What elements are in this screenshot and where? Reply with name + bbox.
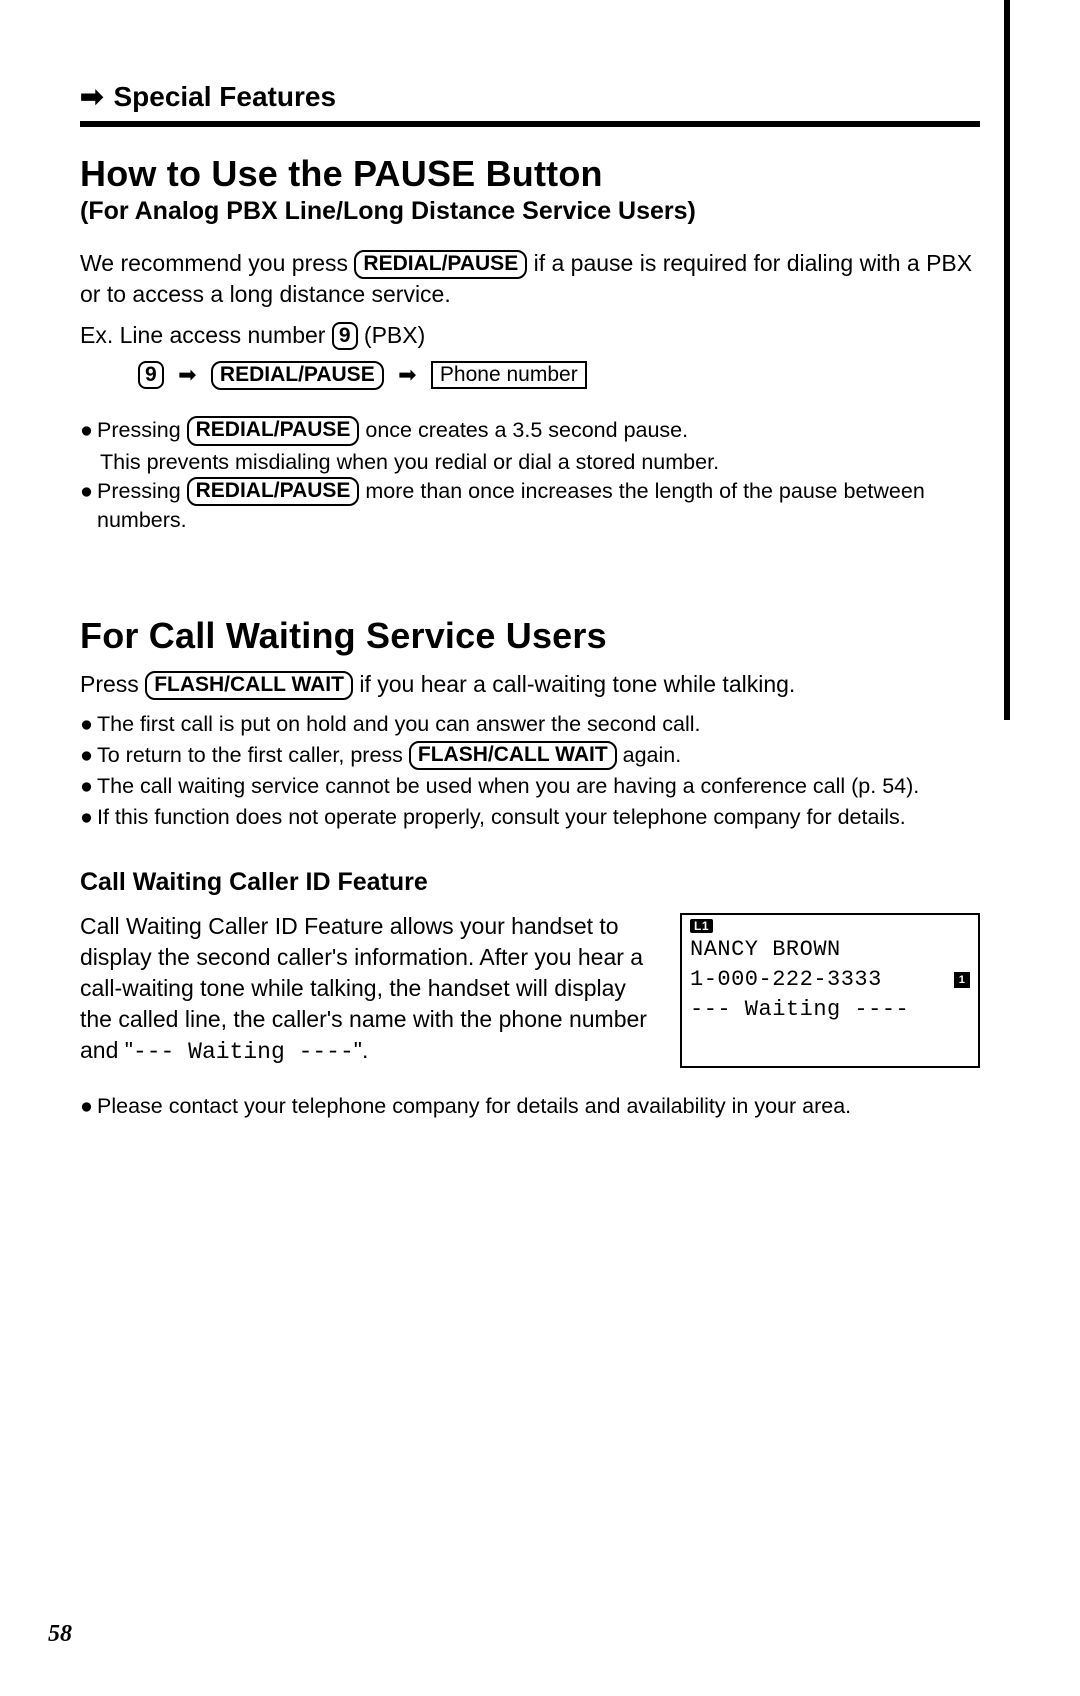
bullet-item: ● Pressing REDIAL/PAUSE once creates a 3… <box>80 416 980 445</box>
bullet-text: Pressing REDIAL/PAUSE more than once inc… <box>97 477 980 535</box>
section2-note: ● Please contact your telephone company … <box>80 1092 980 1121</box>
bullet-dot-icon: ● <box>80 803 93 832</box>
bullet-item: ● To return to the first caller, press F… <box>80 741 980 770</box>
key-9-label: 9 <box>138 361 164 389</box>
bullet-text: Please contact your telephone company fo… <box>97 1092 980 1121</box>
bullet-continuation: This prevents misdialing when you redial… <box>100 448 980 477</box>
section2-bullets: ● The first call is put on hold and you … <box>80 710 980 832</box>
text: (PBX) <box>358 322 426 348</box>
bullet-text: To return to the first caller, press FLA… <box>97 741 980 770</box>
text: Pressing <box>97 479 187 503</box>
line-indicator: L1 <box>690 919 713 933</box>
text: if you hear a call-waiting tone while ta… <box>353 671 795 697</box>
arrow-right-icon: ➡ <box>80 80 103 113</box>
flash-callwait-button-label: FLASH/CALL WAIT <box>409 741 617 770</box>
display-indicator-icon: 1 <box>954 972 970 988</box>
redial-pause-button-label: REDIAL/PAUSE <box>354 250 527 279</box>
section-header: ➡ Special Features <box>80 80 980 113</box>
bullet-text: The call waiting service cannot be used … <box>97 772 980 801</box>
flash-callwait-button-label: FLASH/CALL WAIT <box>145 671 353 700</box>
bullet-dot-icon: ● <box>80 741 93 770</box>
bullet-text: If this function does not operate proper… <box>97 803 980 832</box>
arrow-right-icon: ➡ <box>178 362 196 387</box>
handset-display: L1 NANCY BROWN 1-000-222-3333 1 --- Wait… <box>680 913 980 1068</box>
section1-title: How to Use the PAUSE Button <box>80 153 980 195</box>
text: To return to the first caller, press <box>97 743 409 767</box>
display-topbar: L1 <box>690 919 970 933</box>
bullet-text: Pressing REDIAL/PAUSE once creates a 3.5… <box>97 416 980 445</box>
feature-paragraph: Call Waiting Caller ID Feature allows yo… <box>80 911 652 1068</box>
bullet-dot-icon: ● <box>80 477 93 535</box>
phone-number-box: Phone number <box>431 361 587 389</box>
display-waiting: --- Waiting ---- <box>690 995 970 1025</box>
section-header-label: Special Features <box>113 81 336 113</box>
bullet-item: ● If this function does not operate prop… <box>80 803 980 832</box>
section2-intro: Press FLASH/CALL WAIT if you hear a call… <box>80 669 980 700</box>
page-edge-decoration <box>1004 0 1010 720</box>
section1-intro: We recommend you press REDIAL/PAUSE if a… <box>80 248 980 310</box>
bullet-item: ● Pressing REDIAL/PAUSE more than once i… <box>80 477 980 535</box>
display-caller-name: NANCY BROWN <box>690 935 970 965</box>
section2-title: For Call Waiting Service Users <box>80 615 980 657</box>
bullet-item: ● The call waiting service cannot be use… <box>80 772 980 801</box>
display-phone-row: 1-000-222-3333 1 <box>690 965 970 995</box>
redial-pause-button-label: REDIAL/PAUSE <box>187 416 360 445</box>
text: once creates a 3.5 second pause. <box>359 418 688 442</box>
text: ". <box>354 1037 369 1063</box>
sequence: 9 ➡ REDIAL/PAUSE ➡ Phone number <box>138 361 980 390</box>
key-9-label: 9 <box>332 322 358 350</box>
bullet-dot-icon: ● <box>80 772 93 801</box>
redial-pause-button-label: REDIAL/PAUSE <box>211 361 384 390</box>
redial-pause-button-label: REDIAL/PAUSE <box>187 477 360 506</box>
bullet-dot-icon: ● <box>80 710 93 739</box>
text: Ex. Line access number <box>80 322 332 348</box>
section1-bullets: ● Pressing REDIAL/PAUSE once creates a 3… <box>80 416 980 534</box>
text: Press <box>80 671 145 697</box>
bullet-item: ● The first call is put on hold and you … <box>80 710 980 739</box>
waiting-inline: --- Waiting ---- <box>133 1039 354 1065</box>
bullet-text: The first call is put on hold and you ca… <box>97 710 980 739</box>
bullet-dot-icon: ● <box>80 416 93 445</box>
feature-row: Call Waiting Caller ID Feature allows yo… <box>80 911 980 1068</box>
divider <box>80 121 980 127</box>
text: Pressing <box>97 418 187 442</box>
display-phone: 1-000-222-3333 <box>690 965 882 995</box>
bullet-item: ● Please contact your telephone company … <box>80 1092 980 1121</box>
page-number: 58 <box>48 1621 72 1648</box>
bullet-dot-icon: ● <box>80 1092 93 1121</box>
arrow-right-icon: ➡ <box>398 362 416 387</box>
text: again. <box>617 743 682 767</box>
text: We recommend you press <box>80 250 354 276</box>
section2-subheading: Call Waiting Caller ID Feature <box>80 868 980 897</box>
section1-subtitle: (For Analog PBX Line/Long Distance Servi… <box>80 197 980 226</box>
section1-example: Ex. Line access number 9 (PBX) <box>80 320 980 351</box>
